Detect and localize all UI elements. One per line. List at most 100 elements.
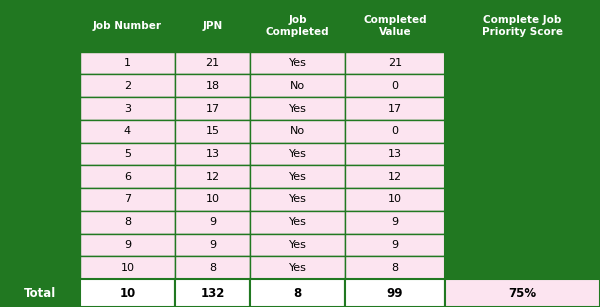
Text: 10: 10 [205,195,220,204]
Bar [250,211,345,234]
Bar [0,188,80,211]
Bar [445,279,600,307]
Text: 10: 10 [388,195,402,204]
Text: Yes: Yes [289,149,307,159]
Text: Yes: Yes [289,172,307,182]
Bar [250,279,345,307]
Text: 18: 18 [205,81,220,91]
Bar [250,74,345,97]
Text: Yes: Yes [289,103,307,114]
Text: 8: 8 [124,217,131,227]
Bar [345,0,445,52]
Text: 75%: 75% [508,286,536,300]
Bar [0,74,80,97]
Text: JPN: JPN [202,21,223,31]
Bar [345,120,445,143]
Bar [250,0,345,52]
Text: Yes: Yes [289,195,307,204]
Bar [445,52,600,74]
Text: Yes: Yes [289,217,307,227]
Bar [345,74,445,97]
Bar [175,74,250,97]
Text: 2: 2 [124,81,131,91]
Bar [445,234,600,256]
Bar [175,211,250,234]
Bar [80,74,175,97]
Text: 13: 13 [388,149,402,159]
Text: 10: 10 [119,286,136,300]
Text: 21: 21 [388,58,402,68]
Text: 15: 15 [205,126,220,136]
Bar [345,52,445,74]
Text: Yes: Yes [289,58,307,68]
Bar [345,279,445,307]
Text: Completed
Value: Completed Value [363,15,427,37]
Text: 13: 13 [205,149,220,159]
Bar [80,256,175,279]
Text: 7: 7 [124,195,131,204]
Bar [80,188,175,211]
Text: 9: 9 [209,240,216,250]
Bar [0,165,80,188]
Bar [445,0,600,52]
Bar [175,234,250,256]
Bar [445,74,600,97]
Text: No: No [290,126,305,136]
Bar [80,279,175,307]
Bar [250,120,345,143]
Bar [345,97,445,120]
Bar [250,97,345,120]
Bar [445,120,600,143]
Text: Yes: Yes [289,263,307,273]
Text: 8: 8 [391,263,398,273]
Text: 12: 12 [205,172,220,182]
Text: Total: Total [24,286,56,300]
Bar [250,165,345,188]
Text: 6: 6 [124,172,131,182]
Text: 21: 21 [205,58,220,68]
Bar [175,0,250,52]
Text: Job
Completed: Job Completed [266,15,329,37]
Bar [175,279,250,307]
Bar [445,97,600,120]
Text: 8: 8 [209,263,216,273]
Bar [175,256,250,279]
Text: 8: 8 [293,286,302,300]
Text: Complete Job
Priority Score: Complete Job Priority Score [482,15,563,37]
Bar [345,211,445,234]
Bar [345,188,445,211]
Text: 132: 132 [200,286,224,300]
Text: 0: 0 [392,81,398,91]
Text: Yes: Yes [289,240,307,250]
Bar [250,234,345,256]
Bar [250,256,345,279]
Text: 3: 3 [124,103,131,114]
Bar [175,188,250,211]
Text: 9: 9 [209,217,216,227]
Bar [80,143,175,165]
Text: 9: 9 [391,240,398,250]
Bar [250,188,345,211]
Text: 9: 9 [124,240,131,250]
Text: Job Number: Job Number [93,21,162,31]
Bar [0,52,80,74]
Bar [80,234,175,256]
Bar [80,120,175,143]
Text: 12: 12 [388,172,402,182]
Bar [345,143,445,165]
Text: 0: 0 [392,126,398,136]
Bar [0,211,80,234]
Bar [80,52,175,74]
Text: 9: 9 [391,217,398,227]
Bar [0,97,80,120]
Text: 17: 17 [205,103,220,114]
Bar [445,211,600,234]
Bar [445,188,600,211]
Bar [0,143,80,165]
Bar [175,97,250,120]
Bar [250,143,345,165]
Text: 10: 10 [121,263,134,273]
Bar [0,0,80,52]
Bar [445,165,600,188]
Bar [175,52,250,74]
